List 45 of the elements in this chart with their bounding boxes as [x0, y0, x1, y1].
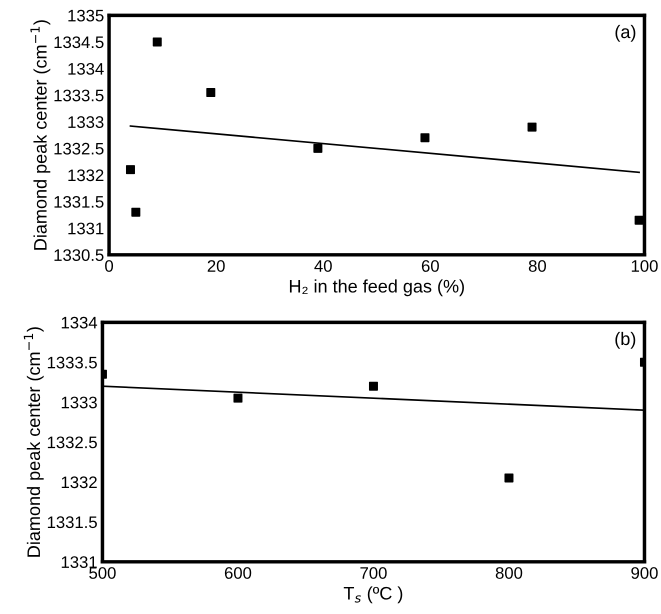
- y-tick-label: 1331: [62, 556, 97, 568]
- point: [233, 394, 242, 403]
- annotation: (b): [615, 332, 636, 349]
- annotation: (a): [616, 24, 636, 42]
- x-axis-title: H₂ in the feed gas (%): [290, 279, 464, 296]
- y-tick-label: 1332.5: [48, 436, 97, 448]
- point: [152, 37, 162, 46]
- x-tick-label: 800: [496, 567, 522, 579]
- y-tick-label: 1335: [68, 10, 104, 22]
- point: [368, 382, 378, 391]
- y-tick-label: 1333: [62, 396, 97, 408]
- y-tick-label: 1334: [62, 316, 98, 329]
- y-tick-label: 1333: [68, 116, 104, 128]
- x-tick-label: 0: [105, 260, 114, 272]
- point: [313, 144, 322, 153]
- point: [420, 133, 430, 142]
- x-tick-label: 100: [632, 260, 658, 272]
- y-tick-label: 1334.5: [54, 36, 104, 48]
- y-axis-title: Diamond peak center (cm$^{−1}$): [24, 327, 44, 557]
- x-tick-label: 60: [422, 260, 439, 272]
- y-tick-label: 1333.5: [54, 90, 104, 102]
- y-tick-label: 1334: [68, 62, 104, 75]
- point: [528, 122, 537, 132]
- point: [131, 208, 140, 217]
- x-tick-label: 20: [208, 260, 225, 272]
- point: [504, 474, 514, 482]
- point: [634, 216, 644, 225]
- point: [206, 88, 216, 98]
- x-tick-label: 900: [631, 567, 658, 579]
- x-tick-label: 80: [528, 260, 546, 272]
- x-tick-label: 600: [224, 567, 252, 579]
- x-tick-label: 700: [360, 567, 387, 579]
- y-tick-label: 1332: [62, 476, 97, 488]
- y-tick-label: 1331.5: [54, 196, 104, 208]
- point: [126, 165, 135, 174]
- x-axis-title: T$_{s}$ (ºC ): [344, 586, 402, 604]
- y-tick-label: 1330.5: [54, 249, 104, 262]
- y-tick-label: 1332.5: [54, 142, 104, 155]
- y-tick-label: 1333.5: [48, 356, 97, 368]
- x-tick-label: 40: [314, 260, 332, 272]
- y-tick-label: 1331: [68, 222, 104, 234]
- y-axis-title: Diamond peak center (cm$^{−1}$): [30, 20, 50, 250]
- y-tick-label: 1331.5: [48, 516, 97, 528]
- y-tick-label: 1332: [68, 169, 104, 182]
- x-tick-label: 500: [89, 567, 116, 579]
